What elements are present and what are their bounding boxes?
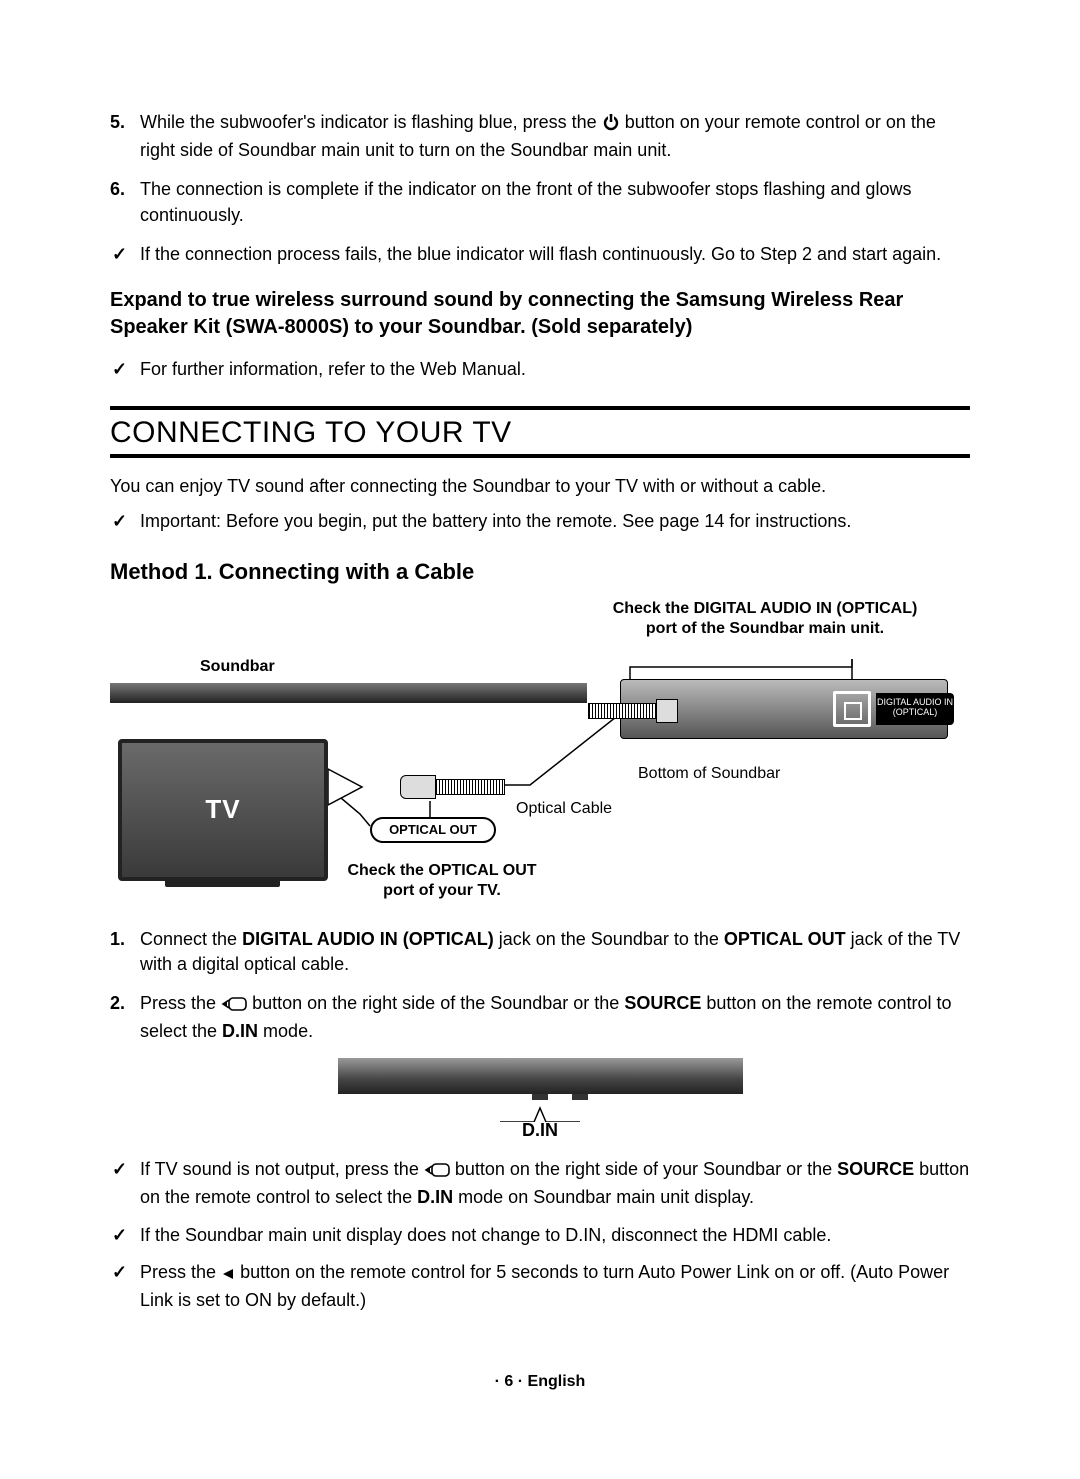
text-bold: SOURCE	[837, 1159, 914, 1179]
text: Press the	[140, 1262, 221, 1282]
text: mode.	[258, 1021, 313, 1041]
source-icon	[424, 1160, 450, 1185]
check-item: If TV sound is not output, press the but…	[110, 1157, 970, 1210]
connection-diagram: Soundbar TV OPTICAL OUT Check the OPTICA…	[110, 599, 955, 909]
din-illustration: D.IN	[338, 1058, 743, 1141]
power-icon	[602, 113, 620, 138]
text: button on the right side of your Soundba…	[455, 1159, 837, 1179]
optical-connector-icon	[435, 779, 505, 795]
check-item: Important: Before you begin, put the bat…	[110, 509, 970, 534]
check-list: Important: Before you begin, put the bat…	[110, 509, 970, 534]
step-2: Press the button on the right side of th…	[110, 991, 970, 1044]
text: mode on Soundbar main unit display.	[453, 1187, 754, 1207]
text: DIGITAL AUDIO IN	[877, 697, 953, 707]
section-rule	[110, 406, 970, 410]
expand-note: Expand to true wireless surround sound b…	[110, 287, 970, 341]
check-list: If TV sound is not output, press the but…	[110, 1157, 970, 1313]
text-bold: SOURCE	[624, 993, 701, 1013]
list-item-6: The connection is complete if the indica…	[110, 177, 970, 227]
source-icon	[221, 994, 247, 1019]
list-item-5: While the subwoofer's indicator is flash…	[110, 110, 970, 163]
text: While the subwoofer's indicator is flash…	[140, 112, 602, 132]
text: Press the	[140, 993, 221, 1013]
check-list: For further information, refer to the We…	[110, 357, 970, 382]
label-tv: TV	[118, 794, 328, 825]
label-soundbar: Soundbar	[200, 657, 275, 678]
optical-port-icon	[833, 691, 871, 727]
step-1: Connect the DIGITAL AUDIO IN (OPTICAL) j…	[110, 927, 970, 977]
check-item: If the Soundbar main unit display does n…	[110, 1223, 970, 1248]
text: button on the remote control for 5 secon…	[140, 1262, 949, 1310]
check-list: If the connection process fails, the blu…	[110, 242, 970, 267]
method-steps: Connect the DIGITAL AUDIO IN (OPTICAL) j…	[110, 927, 970, 1045]
text-bold: D.IN	[222, 1021, 258, 1041]
plug-icon	[400, 775, 436, 799]
label-din: D.IN	[500, 1120, 580, 1141]
manual-page: While the subwoofer's indicator is flash…	[0, 0, 1080, 1431]
plug-icon	[656, 699, 678, 723]
check-item: Press the button on the remote control f…	[110, 1260, 970, 1313]
text-bold: OPTICAL OUT	[724, 929, 846, 949]
text: jack on the Soundbar to the	[494, 929, 724, 949]
section-intro: You can enjoy TV sound after connecting …	[110, 474, 970, 499]
label-optical-cable: Optical Cable	[516, 799, 612, 820]
tv-stand	[165, 879, 280, 887]
text: button on the right side of the Soundbar…	[252, 993, 624, 1013]
page-footer: · 6 · English	[110, 1373, 970, 1391]
continued-ordered-list: While the subwoofer's indicator is flash…	[110, 110, 970, 228]
text-bold: DIGITAL AUDIO IN (OPTICAL)	[242, 929, 494, 949]
soundbar-illustration	[110, 683, 587, 703]
label-check-optical-out: Check the OPTICAL OUT port of your TV.	[332, 861, 552, 903]
check-item: For further information, refer to the We…	[110, 357, 970, 382]
check-item: If the connection process fails, the blu…	[110, 242, 970, 267]
method-title: Method 1. Connecting with a Cable	[110, 559, 970, 585]
text: If TV sound is not output, press the	[140, 1159, 424, 1179]
text: Connect the	[140, 929, 242, 949]
text-bold: D.IN	[417, 1187, 453, 1207]
label-bottom-soundbar: Bottom of Soundbar	[638, 764, 780, 785]
section-title: CONNECTING TO YOUR TV	[110, 416, 970, 458]
label-optical-out: OPTICAL OUT	[370, 817, 496, 843]
label-check-digital-in: Check the DIGITAL AUDIO IN (OPTICAL) por…	[600, 599, 930, 641]
optical-connector-icon	[588, 703, 658, 719]
din-callout: D.IN	[500, 1106, 580, 1141]
soundbar-display-icon	[338, 1058, 743, 1094]
left-arrow-icon	[221, 1263, 235, 1288]
digital-audio-tag: DIGITAL AUDIO IN (OPTICAL)	[876, 693, 954, 725]
text: (OPTICAL)	[893, 707, 938, 717]
text: The connection is complete if the indica…	[140, 179, 911, 224]
